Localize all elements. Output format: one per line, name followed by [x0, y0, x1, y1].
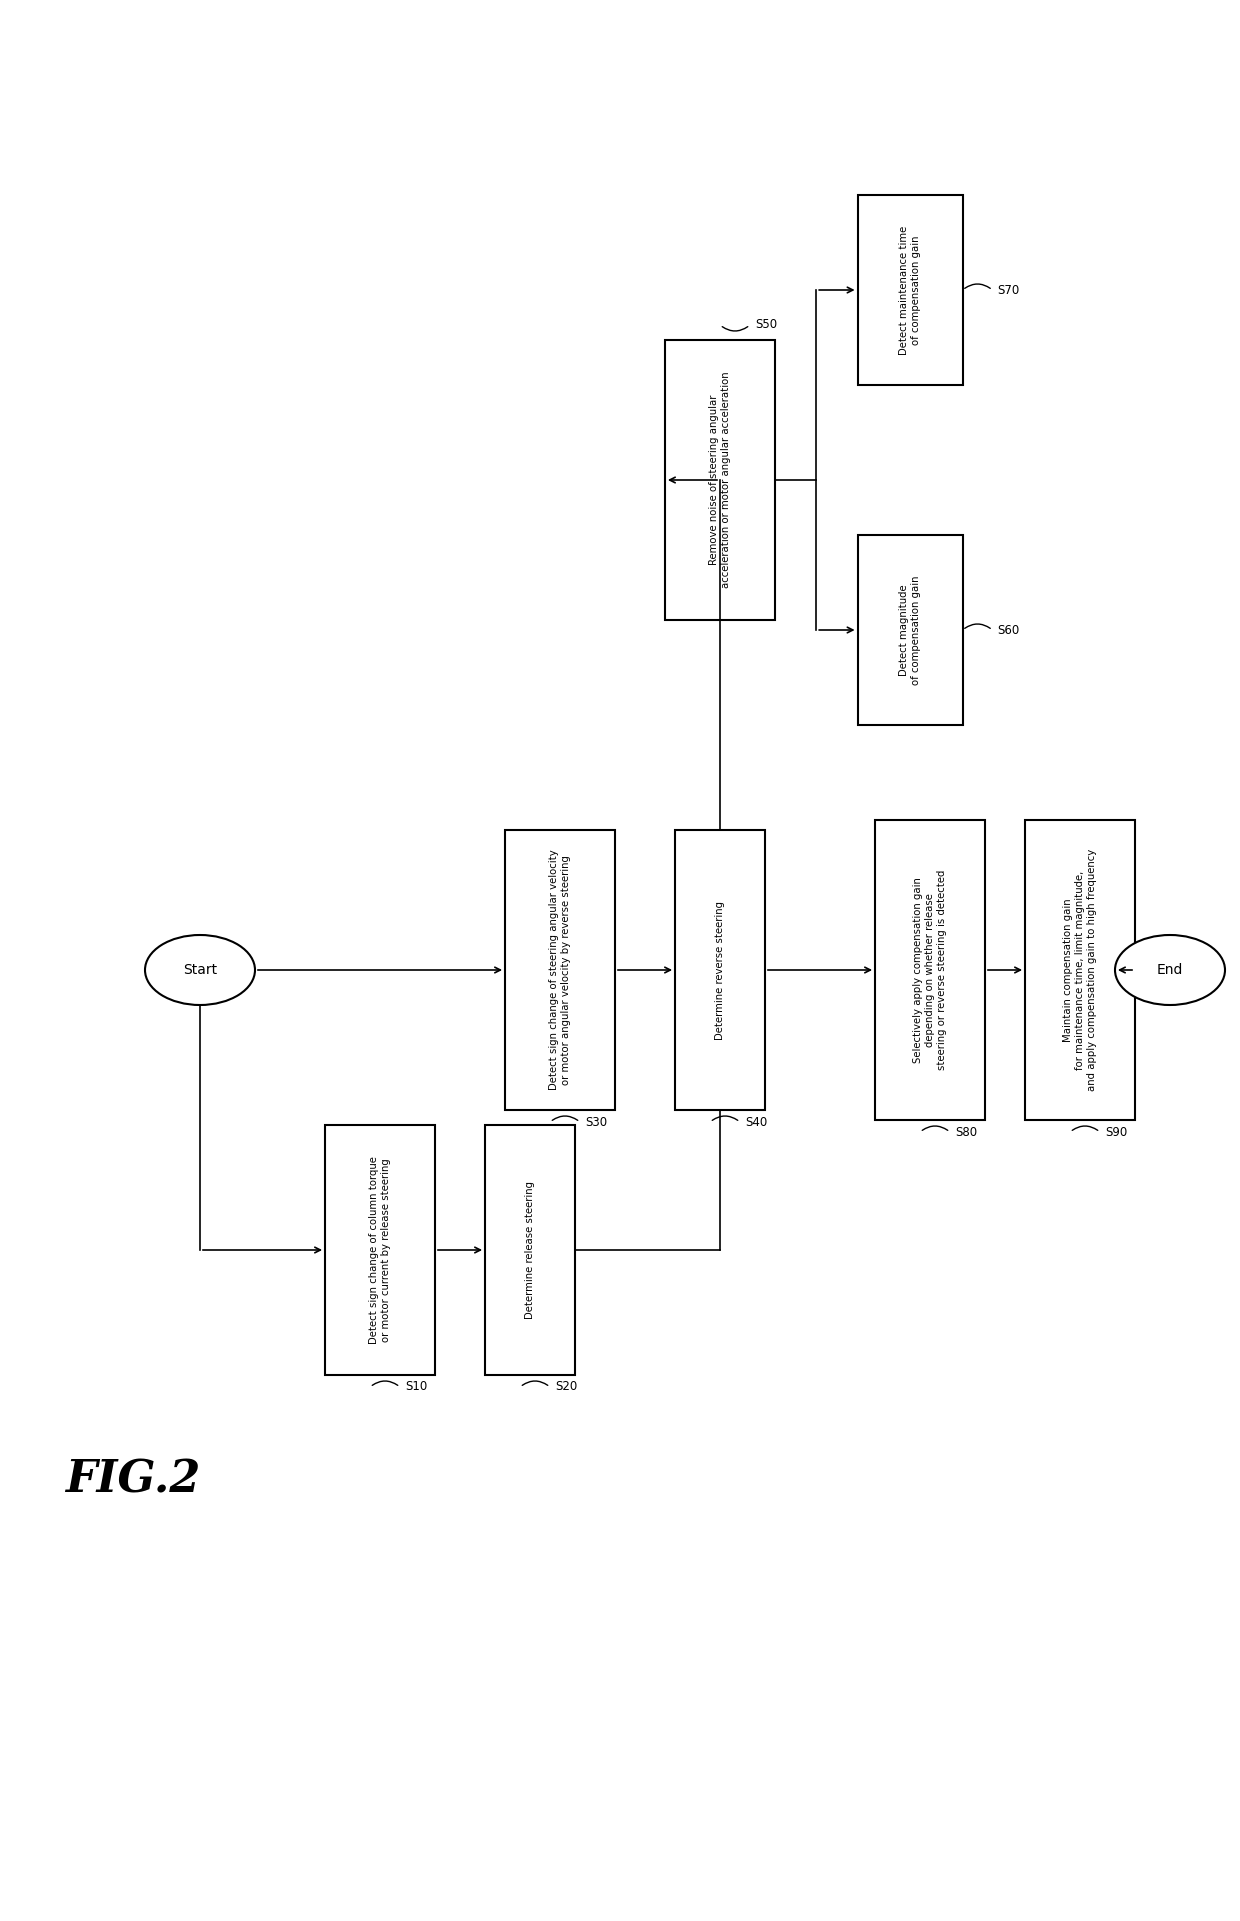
Text: Detect sign change of column torque
or motor current by release steering: Detect sign change of column torque or m… [370, 1156, 391, 1345]
Text: Remove noise of steering angular
acceleration or motor angular acceleration: Remove noise of steering angular acceler… [709, 371, 730, 588]
Bar [875, 820, 985, 1120]
Text: S50: S50 [755, 319, 777, 332]
Bar [858, 196, 962, 384]
Bar [485, 1126, 575, 1375]
Bar [1025, 820, 1135, 1120]
Text: End: End [1157, 962, 1183, 978]
Text: S20: S20 [556, 1381, 578, 1393]
Text: Detect maintenance time
of compensation gain: Detect maintenance time of compensation … [899, 225, 921, 355]
Text: Detect magnitude
of compensation gain: Detect magnitude of compensation gain [899, 574, 921, 684]
Bar [325, 1126, 435, 1375]
Bar [858, 536, 962, 724]
Text: S90: S90 [1105, 1126, 1127, 1139]
Bar [505, 830, 615, 1110]
Bar [675, 830, 765, 1110]
Text: S70: S70 [997, 284, 1019, 296]
Text: Detect sign change of steering angular velocity
or motor angular velocity by rev: Detect sign change of steering angular v… [549, 849, 570, 1091]
Text: S10: S10 [405, 1381, 428, 1393]
Text: Maintain compensation gain
for maintenance time, limit magnitude,
and apply comp: Maintain compensation gain for maintenan… [1064, 849, 1096, 1091]
Ellipse shape [1115, 936, 1225, 1005]
Text: S40: S40 [745, 1116, 768, 1128]
Text: Start: Start [184, 962, 217, 978]
Text: S30: S30 [585, 1116, 608, 1128]
Text: Selectively apply compensation gain
depending on whether release
steering or rev: Selectively apply compensation gain depe… [914, 870, 946, 1070]
Text: S60: S60 [997, 624, 1019, 636]
Text: FIG.2: FIG.2 [64, 1458, 201, 1502]
Text: S80: S80 [955, 1126, 977, 1139]
Text: Determine release steering: Determine release steering [525, 1181, 534, 1320]
Ellipse shape [145, 936, 255, 1005]
Bar [665, 340, 775, 620]
Text: Determine reverse steering: Determine reverse steering [715, 901, 725, 1039]
